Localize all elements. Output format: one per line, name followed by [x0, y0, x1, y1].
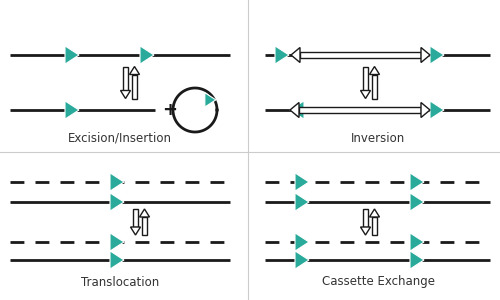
- Polygon shape: [110, 251, 124, 269]
- Polygon shape: [410, 251, 424, 269]
- Polygon shape: [360, 91, 370, 98]
- Text: Cassette Exchange: Cassette Exchange: [322, 275, 434, 289]
- Polygon shape: [65, 101, 79, 119]
- Polygon shape: [295, 193, 309, 211]
- Bar: [363, 67, 368, 91]
- Polygon shape: [140, 46, 154, 64]
- Polygon shape: [410, 173, 424, 191]
- Polygon shape: [291, 47, 300, 62]
- Polygon shape: [430, 46, 444, 64]
- Polygon shape: [275, 46, 289, 64]
- Polygon shape: [120, 91, 130, 98]
- Bar: [133, 209, 138, 227]
- Polygon shape: [130, 67, 140, 74]
- Polygon shape: [65, 46, 79, 64]
- Polygon shape: [410, 233, 424, 251]
- Polygon shape: [140, 209, 149, 217]
- Bar: [142, 217, 147, 235]
- Polygon shape: [110, 193, 124, 211]
- Polygon shape: [295, 233, 309, 251]
- Polygon shape: [110, 233, 124, 251]
- Polygon shape: [295, 251, 309, 269]
- Bar: [372, 217, 377, 235]
- Text: +: +: [162, 101, 178, 119]
- Bar: [363, 209, 368, 227]
- Polygon shape: [430, 101, 444, 119]
- Text: Inversion: Inversion: [351, 131, 405, 145]
- Bar: [300, 52, 421, 58]
- Polygon shape: [205, 93, 216, 107]
- Polygon shape: [295, 173, 309, 191]
- Polygon shape: [421, 47, 430, 62]
- Bar: [372, 74, 377, 98]
- Polygon shape: [370, 67, 380, 74]
- Polygon shape: [130, 227, 140, 235]
- Bar: [123, 67, 128, 91]
- Polygon shape: [360, 227, 370, 235]
- Polygon shape: [370, 209, 380, 217]
- Text: Excision/Insertion: Excision/Insertion: [68, 131, 172, 145]
- Bar: [132, 74, 137, 98]
- Polygon shape: [421, 103, 430, 118]
- Polygon shape: [290, 101, 304, 119]
- Polygon shape: [290, 103, 299, 118]
- Polygon shape: [410, 193, 424, 211]
- Polygon shape: [110, 173, 124, 191]
- Text: Translocation: Translocation: [81, 275, 159, 289]
- Bar: [299, 107, 421, 112]
